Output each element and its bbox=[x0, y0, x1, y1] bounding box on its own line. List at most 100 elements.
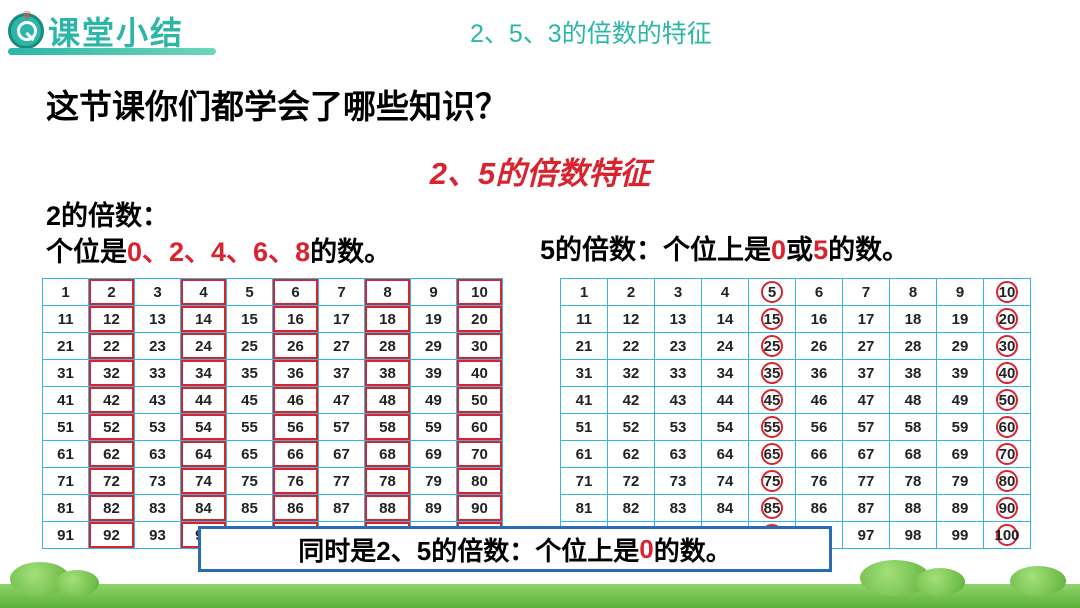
rule5-d: 5 bbox=[813, 235, 828, 265]
grid-cell: 33 bbox=[655, 360, 702, 387]
grid-cell: 97 bbox=[843, 522, 890, 549]
grid-cell: 39 bbox=[411, 360, 457, 387]
grid-cell: 20 bbox=[457, 306, 503, 333]
grid-cell: 57 bbox=[843, 414, 890, 441]
grid-cell: 26 bbox=[273, 333, 319, 360]
grid-cell: 1 bbox=[561, 279, 608, 306]
grid-cell: 68 bbox=[890, 441, 937, 468]
grid-cell: 60 bbox=[984, 414, 1031, 441]
grid-cell: 28 bbox=[890, 333, 937, 360]
grid-cell: 90 bbox=[984, 495, 1031, 522]
grid-cell: 55 bbox=[227, 414, 273, 441]
grid-cell: 20 bbox=[984, 306, 1031, 333]
grid-cell: 46 bbox=[796, 387, 843, 414]
grid-cell: 6 bbox=[273, 279, 319, 306]
grid-cell: 31 bbox=[561, 360, 608, 387]
grid-cell: 37 bbox=[319, 360, 365, 387]
grid-cell: 22 bbox=[89, 333, 135, 360]
grid-cell: 3 bbox=[135, 279, 181, 306]
grid-cell: 89 bbox=[411, 495, 457, 522]
grid-cell: 9 bbox=[411, 279, 457, 306]
grid-cell: 37 bbox=[843, 360, 890, 387]
grid-cell: 35 bbox=[749, 360, 796, 387]
grid-cell: 1 bbox=[43, 279, 89, 306]
grid-cell: 80 bbox=[457, 468, 503, 495]
grid-cell: 2 bbox=[89, 279, 135, 306]
grid-cell: 69 bbox=[411, 441, 457, 468]
grid-cell: 40 bbox=[984, 360, 1031, 387]
grid-cell: 65 bbox=[749, 441, 796, 468]
rule-multiples-of-5: 5的倍数：个位上是0或5的数。 bbox=[540, 228, 909, 267]
grid-cell: 48 bbox=[890, 387, 937, 414]
grid-cell: 54 bbox=[702, 414, 749, 441]
grid-cell: 5 bbox=[749, 279, 796, 306]
grid-cell: 93 bbox=[135, 522, 181, 549]
grid-cell: 76 bbox=[796, 468, 843, 495]
grid-cell: 88 bbox=[365, 495, 411, 522]
grid-cell: 15 bbox=[227, 306, 273, 333]
grid-cell: 40 bbox=[457, 360, 503, 387]
main-title: 2、5的倍数特征 bbox=[0, 148, 1080, 193]
grid-cell: 50 bbox=[457, 387, 503, 414]
grid-cell: 91 bbox=[43, 522, 89, 549]
grid-cell: 87 bbox=[843, 495, 890, 522]
grid-cell: 41 bbox=[561, 387, 608, 414]
grid-cell: 44 bbox=[702, 387, 749, 414]
grid-cell: 70 bbox=[984, 441, 1031, 468]
grid-cell: 86 bbox=[796, 495, 843, 522]
grid-cell: 90 bbox=[457, 495, 503, 522]
rule2-digits: 0、2、4、6、8 bbox=[127, 237, 310, 267]
grid-cell: 67 bbox=[843, 441, 890, 468]
grid-cell: 67 bbox=[319, 441, 365, 468]
grid-cell: 19 bbox=[411, 306, 457, 333]
grid-cell: 51 bbox=[561, 414, 608, 441]
hundred-chart-multiples-of-5: 1234567891011121314151617181920212223242… bbox=[560, 278, 1031, 549]
rule5-c: 或 bbox=[786, 235, 813, 265]
grid-cell: 36 bbox=[273, 360, 319, 387]
grid-cell: 45 bbox=[749, 387, 796, 414]
grid-cell: 13 bbox=[135, 306, 181, 333]
grid-cell: 86 bbox=[273, 495, 319, 522]
grid-cell: 9 bbox=[937, 279, 984, 306]
header-underline bbox=[8, 48, 216, 55]
grid-cell: 54 bbox=[181, 414, 227, 441]
grid-cell: 4 bbox=[181, 279, 227, 306]
grid-cell: 74 bbox=[702, 468, 749, 495]
grid-cell: 19 bbox=[937, 306, 984, 333]
grid-cell: 89 bbox=[937, 495, 984, 522]
rule-multiples-of-2: 2的倍数： 个位是0、2、4、6、8的数。 bbox=[46, 198, 391, 271]
grid-cell: 57 bbox=[319, 414, 365, 441]
grid-cell: 53 bbox=[655, 414, 702, 441]
header-subtitle: 2、5、3的倍数的特征 bbox=[470, 14, 712, 50]
grid-cell: 85 bbox=[749, 495, 796, 522]
grid-cell: 76 bbox=[273, 468, 319, 495]
grid-cell: 83 bbox=[135, 495, 181, 522]
grid-cell: 64 bbox=[702, 441, 749, 468]
grid-cell: 72 bbox=[608, 468, 655, 495]
grid-cell: 7 bbox=[319, 279, 365, 306]
grid-cell: 6 bbox=[796, 279, 843, 306]
bush-icon bbox=[55, 570, 99, 596]
grid-cell: 61 bbox=[561, 441, 608, 468]
grid-cell: 29 bbox=[411, 333, 457, 360]
grid-cell: 32 bbox=[89, 360, 135, 387]
bush-icon bbox=[915, 568, 965, 596]
grid-cell: 46 bbox=[273, 387, 319, 414]
grid-cell: 84 bbox=[702, 495, 749, 522]
grid-cell: 66 bbox=[796, 441, 843, 468]
grid-cell: 30 bbox=[984, 333, 1031, 360]
grid-cell: 99 bbox=[937, 522, 984, 549]
grid-cell: 12 bbox=[608, 306, 655, 333]
grid-cell: 58 bbox=[365, 414, 411, 441]
grid-cell: 33 bbox=[135, 360, 181, 387]
grid-cell: 14 bbox=[702, 306, 749, 333]
callout-c: 的数。 bbox=[654, 531, 732, 568]
grid-cell: 65 bbox=[227, 441, 273, 468]
grid-cell: 8 bbox=[365, 279, 411, 306]
grid-cell: 47 bbox=[319, 387, 365, 414]
grid-cell: 10 bbox=[457, 279, 503, 306]
grid-cell: 38 bbox=[365, 360, 411, 387]
grid-cell: 84 bbox=[181, 495, 227, 522]
grid-cell: 23 bbox=[655, 333, 702, 360]
callout-a: 同时是2、5的倍数：个位上是 bbox=[298, 531, 639, 568]
